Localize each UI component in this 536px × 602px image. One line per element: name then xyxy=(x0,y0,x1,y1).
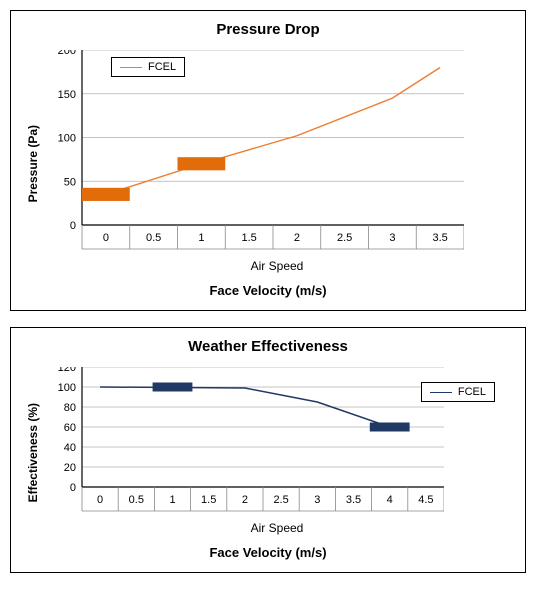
y-axis-label: Effectiveness (%) xyxy=(26,403,40,502)
legend-label: FCEL xyxy=(148,61,176,73)
y-tick-label: 60 xyxy=(64,422,76,434)
legend-line-icon xyxy=(430,392,452,393)
x-tick-label: 2 xyxy=(294,232,300,244)
x-axis-label-outer: Face Velocity (m/s) xyxy=(26,277,510,300)
x-tick-label: 1.5 xyxy=(201,494,216,506)
x-tick-label: 3 xyxy=(389,232,395,244)
x-tick-label: 1.5 xyxy=(241,232,256,244)
y-tick-label: 100 xyxy=(58,382,76,394)
x-tick-label: 2.5 xyxy=(273,494,288,506)
x-tick-label: 3.5 xyxy=(432,232,447,244)
plot-area: 0 50 100 150 200 0 0.5 1 1.5 2 2.5 3 3.5 xyxy=(44,50,510,255)
y-tick-label: 20 xyxy=(64,462,76,474)
y-tick-label: 200 xyxy=(58,50,76,57)
x-tick-label: 0 xyxy=(97,494,103,506)
x-tick-label: 0.5 xyxy=(146,232,161,244)
y-tick-label: 150 xyxy=(58,89,76,101)
x-axis-label-inner: Air Speed xyxy=(44,517,510,539)
chart-legend: FCEL xyxy=(111,57,185,77)
data-marker xyxy=(153,383,193,392)
x-tick-label: 2.5 xyxy=(337,232,352,244)
x-tick-label: 3.5 xyxy=(346,494,361,506)
x-tick-label: 2 xyxy=(242,494,248,506)
pressure-drop-chart: Pressure Drop FCEL Pressure (Pa) 0 50 100 1… xyxy=(10,10,526,311)
y-tick-label: 100 xyxy=(58,133,76,145)
chart-title: Pressure Drop xyxy=(26,21,510,38)
x-axis-label-outer: Face Velocity (m/s) xyxy=(26,539,510,562)
legend-label: FCEL xyxy=(458,386,486,398)
y-axis-label: Pressure (Pa) xyxy=(26,125,40,202)
chart-title: Weather Effectiveness xyxy=(26,338,510,355)
x-tick-label: 3 xyxy=(314,494,320,506)
y-tick-label: 0 xyxy=(70,220,76,232)
x-tick-label: 1 xyxy=(169,494,175,506)
x-tick-label: 4.5 xyxy=(418,494,433,506)
data-marker xyxy=(82,188,130,201)
y-tick-label: 120 xyxy=(58,367,76,374)
x-tick-label: 0 xyxy=(103,232,109,244)
y-tick-label: 0 xyxy=(70,482,76,494)
legend-line-icon xyxy=(120,67,142,68)
weather-effectiveness-chart: Weather Effectiveness FCEL Effectiveness… xyxy=(10,327,526,573)
data-marker xyxy=(178,157,226,170)
x-tick-label: 4 xyxy=(387,494,393,506)
y-tick-label: 50 xyxy=(64,176,76,188)
x-tick-label: 0.5 xyxy=(129,494,144,506)
data-marker xyxy=(370,423,410,432)
y-tick-label: 40 xyxy=(64,442,76,454)
y-tick-label: 80 xyxy=(64,402,76,414)
x-axis-label-inner: Air Speed xyxy=(44,255,510,277)
x-tick-label: 1 xyxy=(198,232,204,244)
chart-legend: FCEL xyxy=(421,382,495,402)
